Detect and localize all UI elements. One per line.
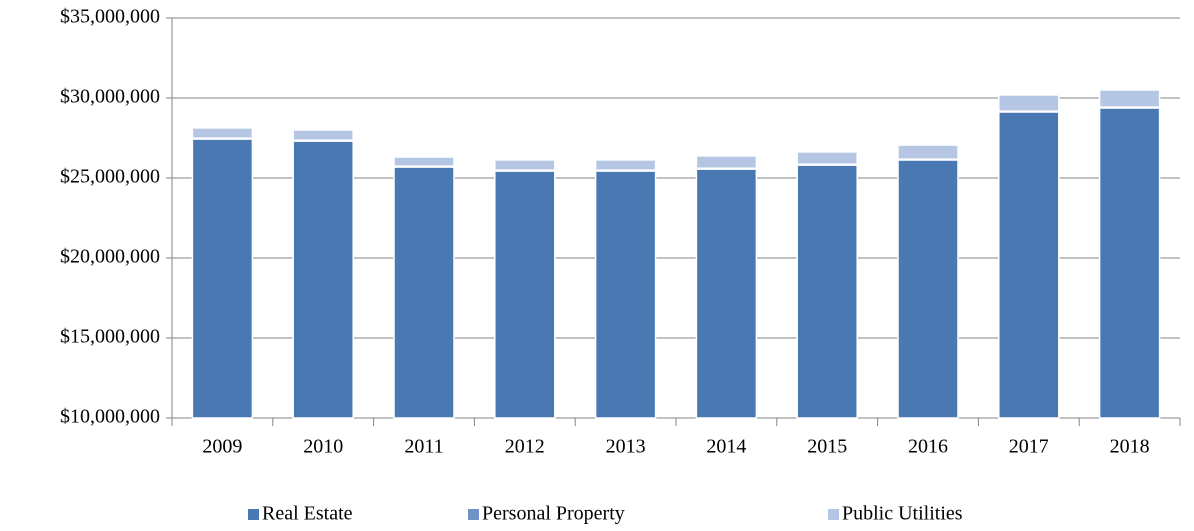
x-tick-label: 2009 [202,436,242,458]
bar-segment [897,159,959,419]
legend-label: Personal Property [482,503,625,525]
bar-segment [494,159,556,171]
y-tick-label: $20,000,000 [60,246,160,268]
bar-segment [191,138,254,419]
legend-marker [248,509,259,520]
x-tick-label: 2017 [1009,436,1049,458]
bar-segment [998,111,1060,419]
legend-label: Real Estate [262,503,353,525]
bar-segment [796,164,858,419]
legend-label: Public Utilities [842,503,963,525]
bar-segment [897,144,959,160]
x-tick-label: 2013 [606,436,646,458]
x-tick-label: 2012 [505,436,545,458]
x-tick-label: 2010 [303,436,343,458]
y-tick-label: $10,000,000 [60,406,160,428]
legend-marker [828,509,839,520]
bar-segment [393,156,455,167]
x-tick-label: 2014 [706,436,746,458]
x-tick-label: 2015 [807,436,847,458]
legend-marker [468,509,479,520]
bar-segment [494,170,556,419]
bar-segment [1098,107,1161,419]
bar-segment [393,166,455,419]
bar-segment [695,155,758,169]
y-tick-label: $35,000,000 [60,6,160,28]
bar-segment [594,170,657,419]
bar-segment [191,127,254,139]
y-tick-label: $30,000,000 [60,86,160,108]
bar-segment [292,129,354,141]
x-tick-label: 2016 [908,436,948,458]
bar-segment [1098,89,1161,108]
bar-segment [998,94,1060,112]
x-tick-label: 2011 [404,436,443,458]
bar-segment [695,168,758,419]
y-tick-label: $25,000,000 [60,166,160,188]
bar-segment [292,140,354,419]
bar-segment [594,159,657,171]
bar-segment [796,151,858,165]
y-tick-label: $15,000,000 [60,326,160,348]
x-tick-label: 2018 [1110,436,1150,458]
